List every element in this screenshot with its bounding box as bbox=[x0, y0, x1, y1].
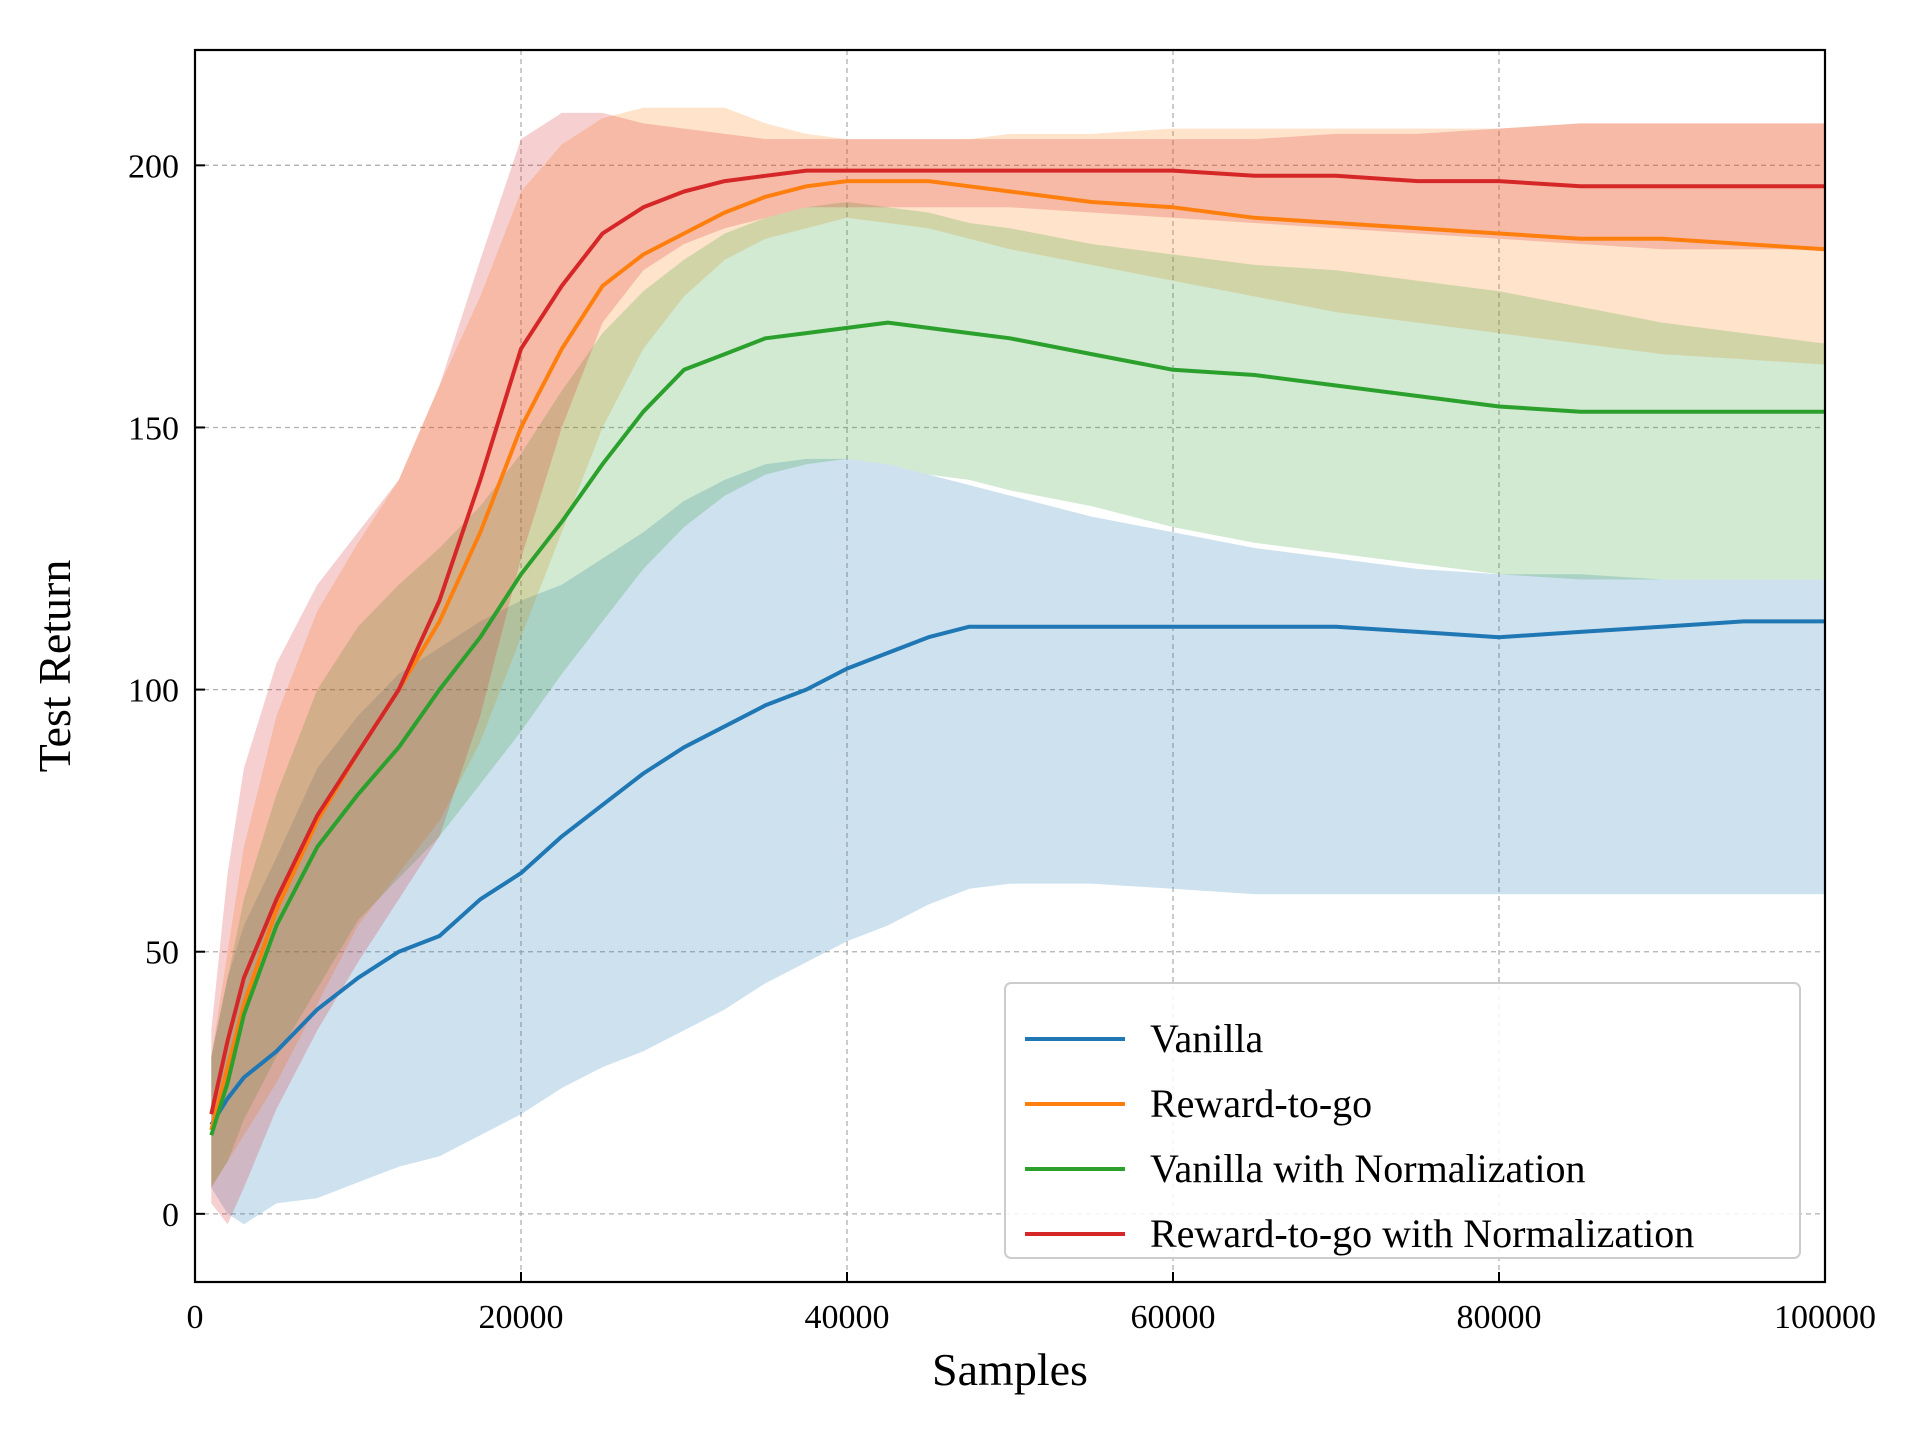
series-lines bbox=[209, 168, 1826, 1136]
x-tick-label: 80000 bbox=[1457, 1299, 1542, 1336]
y-tick-label: 0 bbox=[162, 1197, 179, 1234]
y-tick-label: 100 bbox=[128, 673, 179, 710]
plot-frame bbox=[193, 48, 1827, 1284]
series-line-4 bbox=[209, 168, 1825, 1115]
x-tick-label: 20000 bbox=[479, 1299, 564, 1336]
x-axis-title: Samples bbox=[932, 1344, 1088, 1395]
legend: Vanilla Reward-to-go Vanilla with Normaliz… bbox=[1004, 982, 1801, 1259]
x-tick-label: 40000 bbox=[805, 1299, 890, 1336]
plot-border bbox=[193, 48, 1827, 1284]
series-line-3 bbox=[209, 320, 1825, 1136]
y-tick-label: 150 bbox=[128, 410, 179, 447]
legend-label-3: Vanilla with Normalization bbox=[1150, 1146, 1585, 1191]
confidence-band-1 bbox=[211, 458, 1825, 1225]
series-line-1 bbox=[209, 619, 1825, 1126]
x-tick-label: 60000 bbox=[1131, 1299, 1216, 1336]
confidence-band-2 bbox=[211, 107, 1825, 1188]
legend-label-4: Reward-to-go with Normalization bbox=[1150, 1211, 1694, 1256]
x-tick-label: 0 bbox=[187, 1299, 204, 1336]
legend-label-2: Reward-to-go bbox=[1150, 1081, 1372, 1126]
y-tick-label: 200 bbox=[128, 148, 179, 185]
x-tick-label: 100000 bbox=[1774, 1299, 1876, 1336]
confidence-band-4 bbox=[211, 112, 1825, 1225]
legend-label-1: Vanilla bbox=[1150, 1016, 1264, 1061]
legend-box bbox=[1004, 982, 1801, 1259]
axis-ticks: 0 20000 40000 60000 80000 100000 0 50 100 150 200 bbox=[128, 148, 1876, 1336]
y-axis-title: Test Return bbox=[29, 560, 80, 773]
y-tick-label: 50 bbox=[145, 935, 179, 972]
